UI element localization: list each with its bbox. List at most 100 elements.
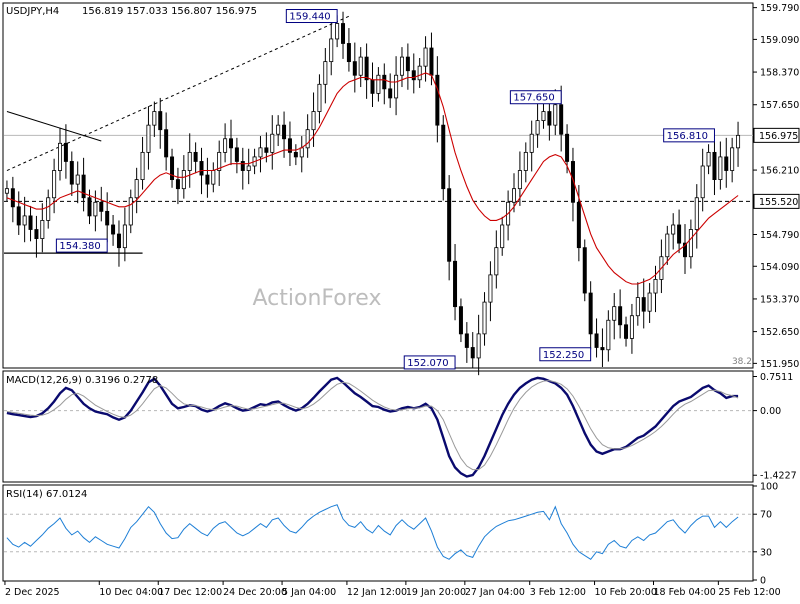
candle-body <box>688 229 693 258</box>
price-annotation-label: 156.810 <box>667 131 708 142</box>
candle-body <box>429 47 434 76</box>
candle-body <box>706 151 711 167</box>
macd-y-tick-label: 0.7511 <box>760 372 793 383</box>
candle-body <box>52 170 57 199</box>
price-annotation-box <box>663 128 715 143</box>
candle-body <box>193 151 198 162</box>
candle-body <box>541 111 546 122</box>
candle-body <box>317 83 322 112</box>
candle-body <box>394 74 399 99</box>
candle-body <box>140 151 145 181</box>
candle-body <box>594 333 599 348</box>
price-y-tick-label: 159.090 <box>760 35 799 46</box>
current-price-tag: 156.975 <box>759 131 798 142</box>
candle-body <box>128 197 133 226</box>
price-y-tick-label: 152.650 <box>760 327 799 338</box>
candle-body <box>453 260 458 308</box>
candle-body <box>99 201 104 212</box>
x-axis-label: 17 Dec 12:00 <box>158 587 222 598</box>
candle-body <box>370 79 375 94</box>
current-price-tag-box <box>753 127 800 143</box>
price-panel-frame <box>2 2 754 369</box>
candle-body <box>736 134 741 149</box>
candle-body <box>618 306 623 326</box>
candle-body <box>134 179 139 199</box>
candle-body <box>464 333 469 348</box>
candle-body <box>282 124 287 140</box>
candle-body <box>10 188 15 208</box>
candle-body <box>276 124 281 135</box>
price-annotation-label: 159.440 <box>289 12 330 23</box>
price-annotation-label: 154.380 <box>59 241 100 252</box>
level-price-tag: 155.520 <box>759 197 798 208</box>
price-y-tick-label: 158.370 <box>760 68 799 79</box>
candle-body <box>629 315 634 339</box>
x-axis-label: 25 Feb 12:00 <box>718 587 780 598</box>
rsi-panel-frame <box>2 484 754 582</box>
candle-body <box>81 174 86 199</box>
candle-body <box>16 206 21 226</box>
candle-body <box>399 56 404 76</box>
candle-body <box>382 74 387 90</box>
candle-body <box>606 319 611 351</box>
price-annotation-box <box>285 9 338 24</box>
rsi-y-tick-label: 70 <box>760 510 772 521</box>
candle-body <box>181 170 186 190</box>
candle-body <box>470 347 475 359</box>
candle-body <box>671 224 676 235</box>
macd-y-tick-label: -1.4227 <box>760 471 797 482</box>
candle-body <box>694 197 699 230</box>
candle-body <box>547 111 552 126</box>
macd-series-signal <box>6 380 739 471</box>
rsi-label: RSI(14) 67.0124 <box>6 489 87 500</box>
candle-body <box>559 104 564 135</box>
fib-label: 38.2 <box>732 357 752 367</box>
chart-watermark: ActionForex <box>253 286 382 311</box>
candle-body <box>647 292 652 312</box>
candle-body <box>75 174 80 185</box>
candle-body <box>34 229 39 239</box>
ohlc-label: 156.819 157.033 156.807 156.975 <box>82 6 257 17</box>
price-y-tick-label: 154.790 <box>760 230 799 241</box>
candle-body <box>576 201 581 249</box>
candle-body <box>287 138 292 153</box>
candle-body <box>582 247 587 294</box>
candle-body <box>246 165 251 171</box>
candle-body <box>329 38 334 63</box>
candle-body <box>311 111 316 131</box>
candle-body <box>341 23 346 44</box>
candle-body <box>529 133 534 153</box>
candle-body <box>517 170 522 190</box>
price-annotation-label: 152.070 <box>407 358 448 369</box>
candle-body <box>205 174 210 185</box>
candle-body <box>665 233 670 258</box>
rsi-y-tick-label: 100 <box>760 482 778 493</box>
candle-body <box>441 124 446 190</box>
candle-body <box>258 147 263 158</box>
candle-body <box>600 347 605 351</box>
candle-body <box>405 56 410 72</box>
x-axis-label: 12 Jan 12:00 <box>347 587 407 598</box>
candle-body <box>352 61 357 76</box>
candle-body <box>22 215 27 226</box>
price-annotation-label: 152.250 <box>543 350 584 361</box>
candle-body <box>58 142 63 171</box>
candle-body <box>553 104 558 126</box>
candle-body <box>69 161 74 185</box>
rsi-y-tick-label: 0 <box>760 576 766 587</box>
candle-body <box>270 133 275 153</box>
candle-body <box>641 297 646 312</box>
candle-body <box>612 306 617 321</box>
price-annotation-box <box>539 347 592 362</box>
candle-body <box>677 224 682 244</box>
candle-body <box>105 210 110 226</box>
candle-body <box>293 151 298 158</box>
candle-body <box>228 138 233 149</box>
macd-y-tick-label: 0.00 <box>760 406 781 417</box>
candle-body <box>523 151 528 171</box>
candle-body <box>40 220 45 239</box>
candle-body <box>417 65 422 81</box>
candle-body <box>264 147 269 153</box>
candle-body <box>46 197 51 221</box>
